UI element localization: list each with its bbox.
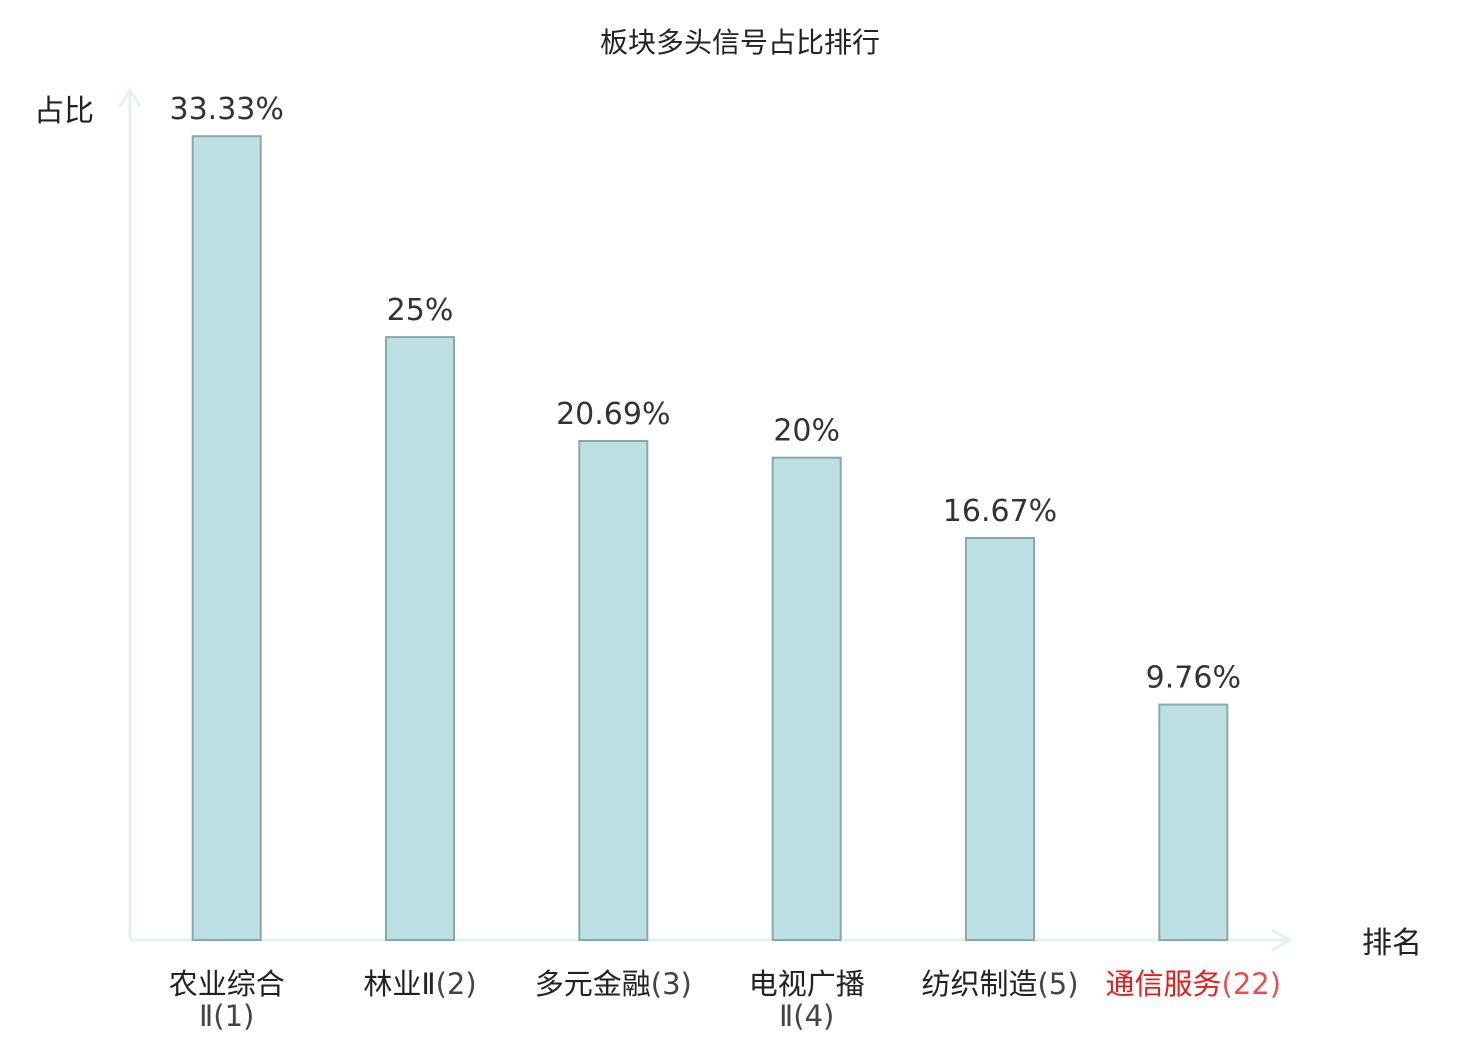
value-label-4: 20%: [773, 414, 840, 449]
category-label-5: 纺织制造(5): [921, 967, 1078, 1001]
bar-5: [965, 537, 1035, 941]
y-axis-label: 占比: [34, 94, 94, 129]
value-label-2: 25%: [387, 293, 454, 328]
bars-group: [191, 135, 1229, 942]
x-axis-label: 排名: [1362, 926, 1422, 961]
value-labels-group: 33.33% 25% 20.69% 20% 16.67% 9.76%: [170, 92, 1241, 695]
y-axis-arrow: [118, 87, 142, 107]
category-labels-group: 农业综合 Ⅱ(1) 林业Ⅱ(2) 多元金融(3) 电视广播 Ⅱ(4) 纺织制造(5) 通信服务…: [169, 967, 1281, 1033]
category-label-6: 通信服务(22): [1106, 967, 1282, 1001]
bar-3: [578, 440, 649, 941]
bar-2: [385, 336, 455, 942]
value-label-6: 9.76%: [1146, 661, 1241, 696]
category-label-3: 多元金融(3): [535, 967, 692, 1001]
bar-4: [771, 456, 842, 941]
category-label-4: 电视广播 Ⅱ(4): [749, 967, 865, 1033]
value-label-3: 20.69%: [556, 397, 670, 432]
value-label-1: 33.33%: [170, 92, 284, 127]
value-label-5: 16.67%: [943, 494, 1057, 529]
bar-1: [191, 135, 262, 941]
category-label-1: 农业综合 Ⅱ(1): [169, 967, 285, 1033]
axes: [118, 87, 1294, 952]
chart-title: 板块多头信号占比排行: [600, 26, 880, 59]
bar-6: [1158, 703, 1229, 941]
x-axis-arrow: [1271, 928, 1294, 952]
category-label-2: 林业Ⅱ(2): [363, 967, 476, 1001]
